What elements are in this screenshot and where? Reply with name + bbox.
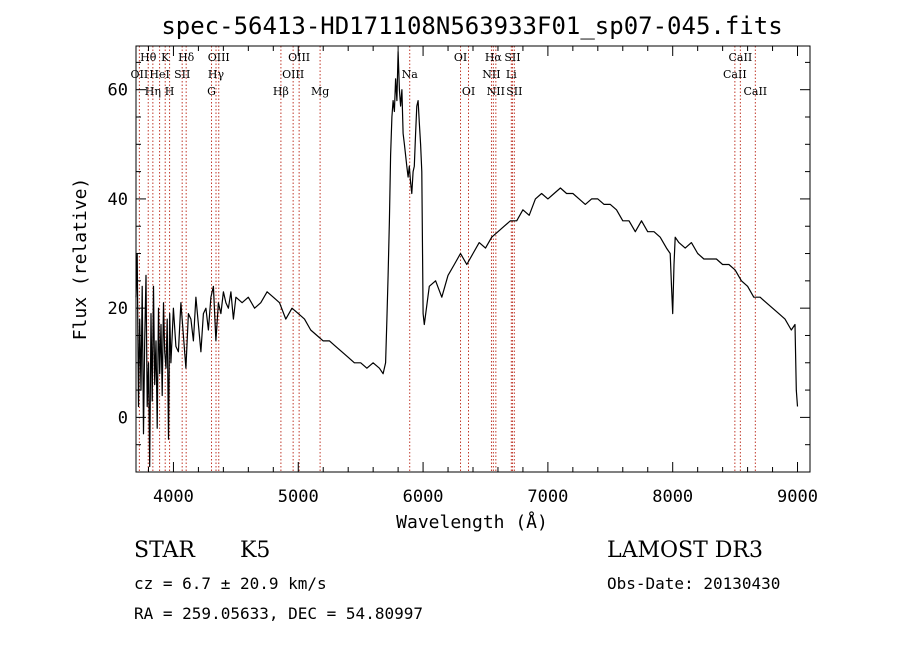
- line-label: OIII: [282, 68, 304, 81]
- y-tick-label: 0: [118, 408, 128, 428]
- object-subclass: K5: [240, 538, 271, 563]
- line-label: H: [165, 85, 175, 98]
- line-label: SII: [504, 51, 520, 64]
- line-label: Hβ: [273, 85, 289, 98]
- line-label: CaII: [729, 51, 753, 64]
- line-label: Li: [506, 68, 517, 81]
- x-tick-label: 7000: [527, 487, 568, 507]
- line-label: Hη: [145, 85, 161, 98]
- x-tick-label: 5000: [278, 487, 319, 507]
- plot-frame: [135, 45, 811, 473]
- line-label: CaII: [723, 68, 747, 81]
- line-label: NII: [482, 68, 500, 81]
- line-label: G: [207, 85, 216, 98]
- line-label: OIII: [208, 51, 230, 64]
- survey-name: LAMOST DR3: [607, 538, 763, 563]
- line-label: CaII: [743, 85, 767, 98]
- x-tick-label: 4000: [153, 487, 194, 507]
- emission-line-markers: [138, 46, 756, 472]
- x-tick-label: 8000: [652, 487, 693, 507]
- line-label: K: [161, 51, 170, 64]
- line-label: Na: [402, 68, 419, 81]
- line-label: OI: [462, 85, 475, 98]
- line-label: OI: [454, 51, 467, 64]
- y-axis-label: Flux (relative): [70, 178, 91, 341]
- line-label: Mg: [311, 85, 329, 98]
- coordinates: RA = 259.05633, DEC = 54.80997: [134, 604, 423, 623]
- x-axis-ticks: 4000 5000 6000 7000 8000 9000: [147, 46, 818, 507]
- object-class: STAR: [134, 538, 195, 563]
- line-label: Hθ: [140, 51, 157, 64]
- x-tick-label: 9000: [777, 487, 818, 507]
- line-label: HeI: [149, 68, 169, 81]
- line-label: Hδ: [178, 51, 195, 64]
- line-label: OIII: [288, 51, 310, 64]
- y-tick-label: 40: [108, 190, 128, 210]
- line-label: SII: [506, 85, 522, 98]
- chart-title: spec-56413-HD171108N563933F01_sp07-045.f…: [161, 12, 782, 40]
- y-tick-label: 20: [108, 299, 128, 319]
- x-axis-label: Wavelength (Å): [396, 511, 548, 533]
- y-tick-label: 60: [108, 81, 128, 101]
- line-label: NII: [487, 85, 505, 98]
- spectrum-line: [135, 50, 799, 468]
- redshift-readout: cz = 6.7 ± 20.9 km/s: [134, 574, 327, 593]
- emission-line-labels: Hθ OII Hη HeI K H SII Hδ G Hγ OIII Hβ OIII OIII Mg Na OI…: [131, 51, 768, 98]
- y-axis-ticks: 0 20 40 60: [108, 61, 810, 446]
- line-label: SII: [174, 68, 190, 81]
- x-tick-label: 6000: [403, 487, 444, 507]
- obs-date: Obs-Date: 20130430: [607, 574, 781, 593]
- line-label: Hγ: [208, 68, 225, 81]
- line-label: Hα: [485, 51, 503, 64]
- line-label: OII: [131, 68, 149, 81]
